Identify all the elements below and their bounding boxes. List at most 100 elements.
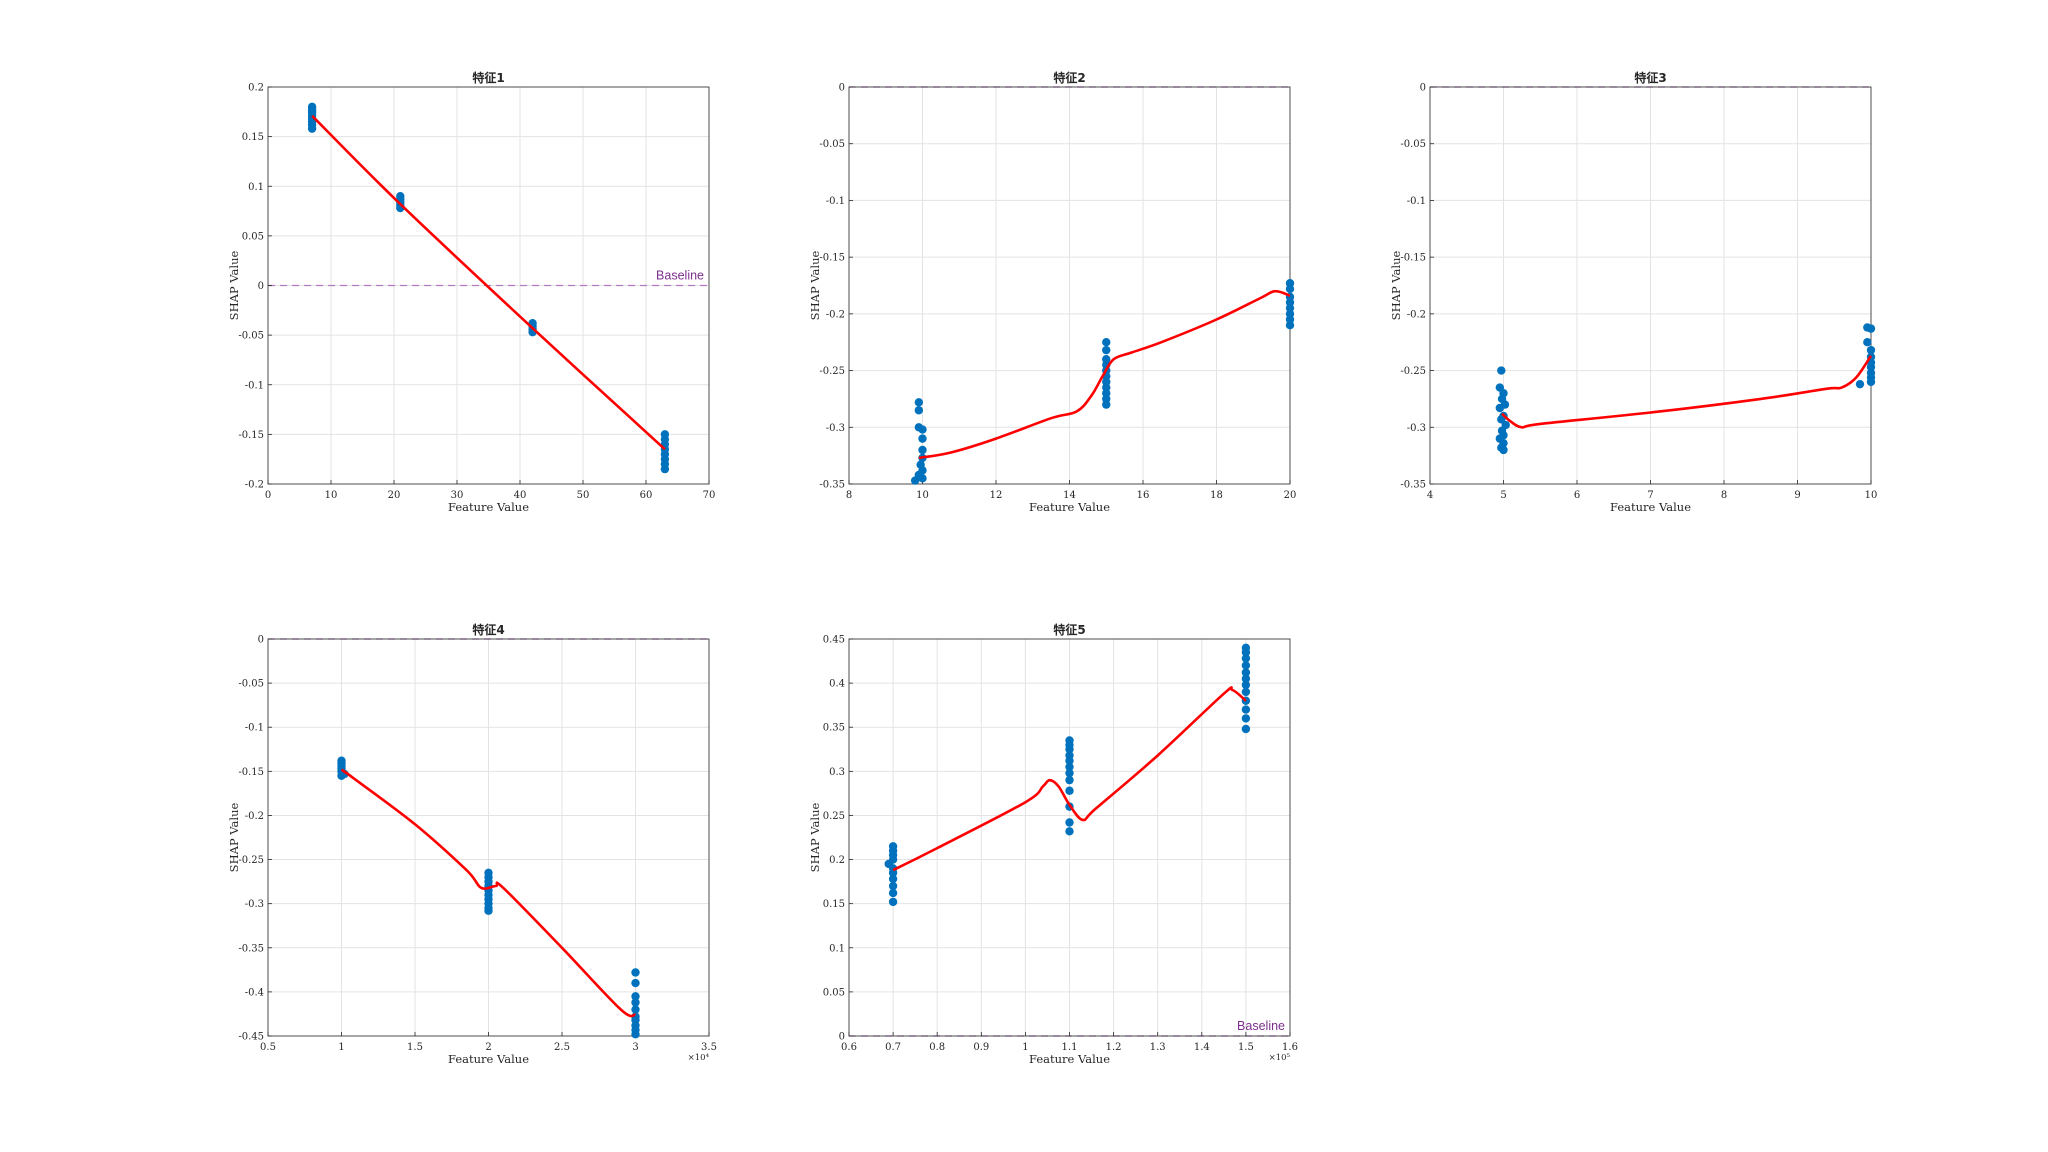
y-axis-label: SHAP Value (227, 803, 241, 873)
data-point (660, 464, 670, 474)
y-axis-label: SHAP Value (1389, 251, 1403, 321)
y-axis-label: SHAP Value (808, 803, 822, 873)
x-tick-label: 10 (916, 490, 929, 501)
x-axis-label: Feature Value (1029, 500, 1110, 514)
y-tick-label: 0.05 (242, 231, 264, 242)
x-tick-label: 14 (1063, 490, 1076, 501)
x-tick-label: 0.6 (841, 1042, 857, 1053)
y-tick-label: -0.1 (245, 723, 264, 734)
data-point (1102, 400, 1111, 409)
data-point (1065, 775, 1074, 785)
x-tick-label: 60 (640, 490, 653, 501)
data-point (914, 398, 924, 407)
y-tick-label: -0.1 (245, 380, 264, 391)
data-point (1285, 284, 1295, 294)
y-tick-label: -0.35 (1400, 480, 1426, 491)
panel-feature-2: 8 10 12 14 16 18 20 -0.35 -0.3 -0.25 -0.2 -0.15 -0.1… (808, 70, 1296, 514)
x-axis-exponent: ×10⁴ (688, 1053, 710, 1063)
data-point (1855, 379, 1865, 389)
y-tick-label: 0.4 (829, 679, 845, 690)
x-tick-label: 6 (1574, 490, 1580, 501)
data-point (1499, 445, 1508, 455)
y-tick-label: 0.15 (823, 899, 845, 910)
data-point (1102, 345, 1111, 355)
y-tick-label: -0.2 (1407, 309, 1426, 320)
data-point (1241, 668, 1251, 677)
x-tick-label: 0.8 (929, 1042, 945, 1053)
data-point (1241, 654, 1251, 663)
data-point (1065, 762, 1074, 772)
baseline-label: Baseline (656, 269, 704, 283)
y-tick-label: 0.35 (823, 723, 845, 734)
x-tick-label: 20 (388, 490, 401, 501)
y-tick-label: 0.15 (242, 132, 264, 143)
baseline-label: Baseline (1237, 1019, 1285, 1033)
y-tick-label: -0.15 (238, 767, 264, 778)
y-tick-label: -0.35 (238, 943, 264, 954)
data-point (631, 992, 640, 1001)
data-point (914, 406, 924, 415)
x-axis-exponent: ×10⁵ (1269, 1053, 1291, 1063)
panel-title: 特征1 (472, 70, 504, 85)
data-point (1866, 377, 1876, 387)
y-tick-label: -0.05 (819, 139, 845, 150)
x-tick-label: 2.5 (554, 1042, 570, 1053)
y-tick-label: -0.15 (819, 253, 845, 264)
y-tick-label: -0.05 (1400, 139, 1426, 150)
x-axis-label: Feature Value (1029, 1052, 1110, 1066)
x-tick-label: 1.2 (1106, 1042, 1122, 1053)
y-tick-label: 0.25 (823, 811, 845, 822)
data-point (1866, 345, 1876, 355)
y-tick-label: -0.4 (245, 987, 264, 998)
y-tick-label: -0.15 (238, 430, 264, 441)
data-point (1065, 818, 1074, 827)
x-tick-label: 10 (1865, 490, 1878, 501)
data-point (1497, 366, 1506, 375)
x-tick-label: 2 (485, 1042, 491, 1053)
x-tick-label: 8 (1721, 490, 1727, 501)
x-tick-label: 0.5 (260, 1042, 276, 1053)
data-point (918, 434, 927, 443)
x-axis-label: Feature Value (448, 500, 529, 514)
y-axis-label: SHAP Value (227, 251, 241, 321)
data-point (1241, 724, 1251, 734)
data-point (918, 474, 927, 483)
x-tick-label: 50 (577, 490, 590, 501)
trend-line (340, 768, 636, 1018)
panel-feature-5: Baseline 0.6 0.7 0.8 0.9 1 1.1 1.2 1.3 1.4 1.5 1.6 0… (808, 622, 1298, 1066)
y-tick-label: -0.2 (245, 811, 264, 822)
x-tick-label: 3.5 (701, 1042, 717, 1053)
x-tick-label: 1 (338, 1042, 344, 1053)
data-point (1495, 403, 1505, 413)
x-tick-label: 8 (846, 490, 852, 501)
panel-feature-3: 4 5 6 7 8 9 10 -0.35 -0.3 -0.25 -0.2 -0.15 -0.1 -0.05… (1389, 70, 1877, 514)
x-tick-label: 3 (632, 1042, 638, 1053)
panel-feature-4: 0.5 1 1.5 2 2.5 3 3.5 -0.45 -0.4 -0.35 -0.3 -0.25 -0… (227, 622, 717, 1066)
trend-line (892, 686, 1247, 872)
y-tick-label: -0.3 (826, 423, 845, 434)
x-tick-label: 70 (703, 490, 716, 501)
data-point (918, 445, 927, 455)
panel-title: 特征3 (1634, 70, 1666, 85)
y-tick-label: -0.15 (1400, 253, 1426, 264)
x-tick-label: 9 (1794, 490, 1800, 501)
y-tick-label: -0.3 (1407, 423, 1426, 434)
y-tick-label: -0.05 (238, 679, 264, 690)
panel-title: 特征2 (1053, 70, 1085, 85)
data-point (888, 888, 898, 898)
x-tick-label: 1.5 (407, 1042, 423, 1053)
y-tick-label: -0.45 (238, 1032, 264, 1043)
data-point (1863, 338, 1872, 347)
x-tick-label: 5 (1500, 490, 1506, 501)
y-tick-label: -0.25 (819, 366, 845, 377)
y-tick-label: 0.3 (829, 767, 845, 778)
y-tick-label: 0.45 (823, 635, 845, 646)
y-axis-label: SHAP Value (808, 251, 822, 321)
x-tick-label: 1.6 (1282, 1042, 1298, 1053)
data-point (888, 897, 898, 907)
data-point (1065, 751, 1074, 760)
data-point (1241, 680, 1251, 690)
data-point (631, 1005, 640, 1014)
data-point (1102, 338, 1111, 347)
y-tick-label: -0.25 (238, 855, 264, 866)
